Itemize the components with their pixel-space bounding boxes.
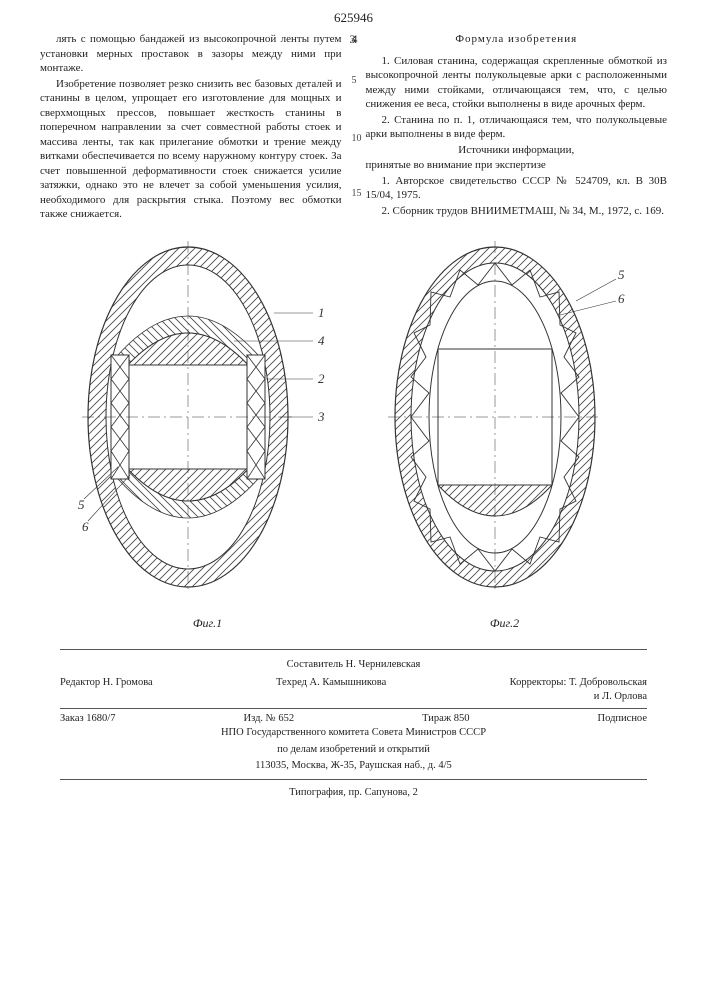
right-para-1: 1. Силовая станина, содержащая скрепленн… (366, 54, 668, 112)
formula-heading: Формула изобретения (366, 32, 668, 47)
editor: Редактор Н. Громова (60, 676, 153, 704)
figure-2-label: Фиг.2 (380, 616, 630, 631)
callout-6b: 6 (618, 291, 625, 306)
left-para-2: Изобретение позволяет резко снизить вес … (40, 77, 342, 222)
roles-row: Редактор Н. Громова Техред А. Камышников… (60, 676, 647, 704)
callout-3: 3 (317, 409, 325, 424)
divider-1 (60, 649, 647, 650)
compositor: Составитель Н. Чернилевская (60, 658, 647, 672)
text-columns: 3 лять с помощью бандажей из высокопрочн… (0, 32, 707, 223)
callout-1: 1 (318, 305, 325, 320)
figure-1: 1 4 2 3 5 6 Фиг.1 (78, 237, 338, 631)
figure-2: 5 6 Фиг.2 (380, 237, 630, 631)
page-number: 625946 (0, 10, 707, 26)
line-num-5: 5 (352, 74, 357, 87)
order: Заказ 1680/7 (60, 712, 115, 726)
sign: Подписное (598, 712, 647, 726)
address: 113035, Москва, Ж-35, Раушская наб., д. … (60, 759, 647, 773)
figure-2-svg: 5 6 (380, 237, 630, 607)
org1: НПО Государственного комитета Совета Мин… (60, 726, 647, 740)
callout-6: 6 (82, 519, 89, 534)
callout-2: 2 (318, 371, 325, 386)
correctors: Корректоры: Т. Добровольская и Л. Орлова (510, 676, 647, 704)
right-para-5: 2. Сборник трудов ВНИИМЕТМАШ, № 34, М., … (366, 204, 668, 219)
right-column: 4 5 10 15 Формула изобретения 1. Силовая… (366, 32, 668, 223)
line-num-15: 15 (352, 187, 362, 200)
sources-sub: принятые во внимание при экспертизе (366, 158, 668, 173)
figure-1-label: Фиг.1 (78, 616, 338, 631)
typography: Типография, пр. Сапунова, 2 (60, 786, 647, 800)
left-column: 3 лять с помощью бандажей из высокопрочн… (40, 32, 342, 223)
footer: Составитель Н. Чернилевская Редактор Н. … (0, 658, 707, 800)
figure-1-svg: 1 4 2 3 5 6 (78, 237, 338, 607)
right-para-2: 2. Станина по п. 1, отличающаяся тем, чт… (366, 113, 668, 142)
line-num-10: 10 (352, 132, 362, 145)
left-para-1: лять с помощью бандажей из высокопрочной… (40, 32, 342, 76)
org2: по делам изобретений и открытий (60, 743, 647, 757)
callout-4: 4 (318, 333, 325, 348)
figures-row: 1 4 2 3 5 6 Фиг.1 (0, 237, 707, 631)
tiraz: Тираж 850 (422, 712, 469, 726)
divider-2 (60, 779, 647, 780)
right-para-4: 1. Авторское свидетельство СССР № 524709… (366, 174, 668, 203)
issue: Изд. № 652 (244, 712, 295, 726)
techred: Техред А. Камышникова (276, 676, 386, 704)
sources-heading: Источники информации, (366, 143, 668, 158)
callout-5b: 5 (618, 267, 625, 282)
order-line: Заказ 1680/7 Изд. № 652 Тираж 850 Подпис… (60, 708, 647, 726)
callout-5: 5 (78, 497, 85, 512)
col-number-right: 4 (352, 32, 358, 48)
